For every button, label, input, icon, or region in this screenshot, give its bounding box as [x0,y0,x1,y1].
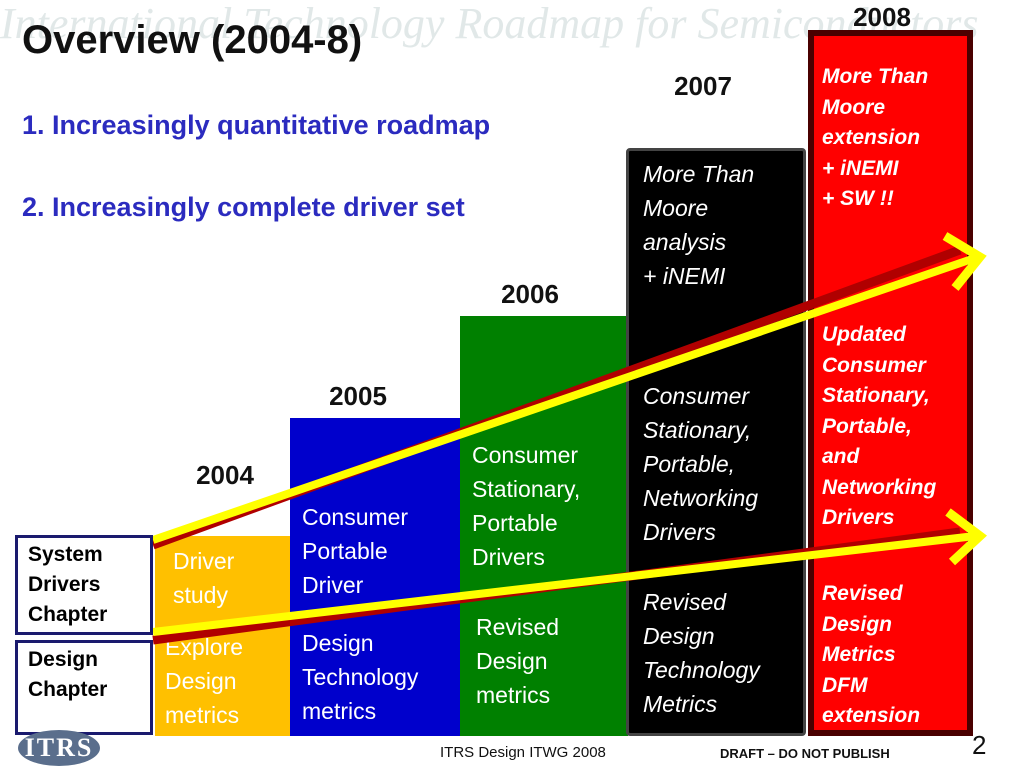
lower-arrow-head [945,508,988,566]
year-2005-label: 2005 [329,381,387,411]
step-2008-middle-text: Updated Consumer Stationary, Portable, and Ne… [822,323,937,529]
step-2007-middle-text: Consumer Stationary, Portable, Networking Dr… [643,383,759,545]
year-2008-label: 2008 [853,2,911,32]
slide-title: Overview (2004-8) [22,18,363,62]
upper-arrow-line [151,254,977,544]
step-2005: Consumer Portable Driver Design Technology m… [290,418,460,736]
lower-arrow-line [152,532,976,636]
step-2006-bottom-text: Revised Design metrics [476,614,560,708]
step-2006-top-text: Consumer Stationary, Portable Drivers [472,442,581,570]
year-2004-label: 2004 [196,460,254,490]
step-2006: Consumer Stationary, Portable Drivers Revis… [460,316,628,736]
itrs-logo: ITRS [18,730,100,766]
point-1: 1. Increasingly quantitative roadmap [22,110,491,140]
step-2008-bottom-text: Revised Design Metrics DFM extension [822,582,921,727]
step-2004-top-text: Driver study [173,548,235,608]
year-2006-label: 2006 [501,279,559,309]
step-2008: More Than Moore extension + iNEMI + SW !! Up… [808,30,973,736]
system-drivers-chapter-box: System Drivers Chapter [15,535,153,635]
design-chapter-box: Design Chapter [15,640,153,735]
step-2007-bottom-text: Revised Design Technology Metrics [643,589,760,717]
footer-title: ITRS Design ITWG 2008 [440,744,606,761]
step-2005-bottom-text: Design Technology metrics [302,630,419,724]
page-number: 2 [972,730,987,760]
step-2004-bottom-text: Explore Design metrics [165,634,243,728]
step-2007: More Than Moore analysis + iNEMI Consumer St… [626,148,806,736]
point-2: 2. Increasingly complete driver set [22,192,465,222]
upper-arrow-head [942,232,987,291]
step-2008-top-text: More Than Moore extension + iNEMI + SW !! [822,65,929,210]
footer-draft-notice: DRAFT – DO NOT PUBLISH [720,746,890,761]
step-2005-top-text: Consumer Portable Driver [302,504,409,598]
year-2007-label: 2007 [674,71,732,101]
step-2007-top-text: More Than Moore analysis + iNEMI [643,161,755,289]
